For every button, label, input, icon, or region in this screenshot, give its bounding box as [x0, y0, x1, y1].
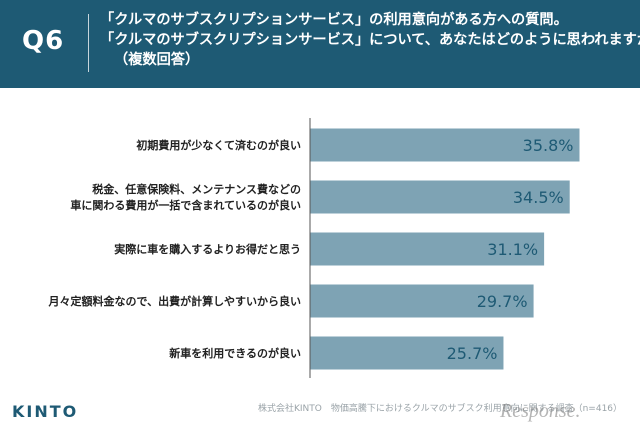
- response-watermark: Response.: [500, 400, 581, 422]
- kinto-logo: KINTO: [12, 402, 78, 421]
- bar-1: [310, 128, 580, 162]
- bar-3: [310, 232, 545, 266]
- header-banner: Q6 「クルマのサブスクリプションサービス」の利用意向がある方への質問。 「クル…: [0, 0, 640, 88]
- question-number: Q6: [22, 26, 65, 56]
- value-label-2: 34.5%: [513, 188, 564, 207]
- value-label-4: 29.7%: [477, 292, 528, 311]
- value-label-5: 25.7%: [447, 344, 498, 363]
- category-label-2-line-2: 車に関わる費用が一括で含まれているのが良い: [70, 198, 301, 212]
- bar-5: [310, 336, 504, 370]
- value-label-3: 31.1%: [487, 240, 538, 259]
- bar-chart: 35.8% 初期費用が少なくて済むのが良い 34.5% 税金、任意保険料、メンテナンス…: [0, 118, 640, 383]
- bar-chart-svg: 35.8% 初期費用が少なくて済むのが良い 34.5% 税金、任意保険料、メンテナンス…: [48, 118, 580, 378]
- category-label-3: 実際に車を購入するよりお得だと思う: [114, 242, 301, 256]
- question-line-2: 「クルマのサブスクリプションサービス」について、あなたはどのように思われますか。: [100, 32, 640, 48]
- header-divider: [88, 14, 89, 72]
- category-label-5: 新車を利用できるのが良い: [169, 346, 301, 360]
- category-label-1: 初期費用が少なくて済むのが良い: [136, 138, 301, 152]
- question-text: 「クルマのサブスクリプションサービス」の利用意向がある方への質問。 「クルマのサ…: [100, 10, 640, 70]
- logo-text: KINTO: [12, 402, 79, 421]
- source-note: 株式会社KINTO 物価高騰下におけるクルマのサブスク利用意向に関する調査（n=…: [258, 404, 623, 414]
- question-line-1: 「クルマのサブスクリプションサービス」の利用意向がある方への質問。: [100, 12, 568, 28]
- category-label-4: 月々定額料金なので、出費が計算しやすいから良い: [48, 294, 301, 308]
- category-label-2-line-1: 税金、任意保険料、メンテナンス費などの: [92, 182, 301, 196]
- bar-4: [310, 284, 534, 318]
- value-label-1: 35.8%: [523, 136, 574, 155]
- question-line-3: （複数回答）: [114, 52, 200, 68]
- bar-2: [310, 180, 570, 214]
